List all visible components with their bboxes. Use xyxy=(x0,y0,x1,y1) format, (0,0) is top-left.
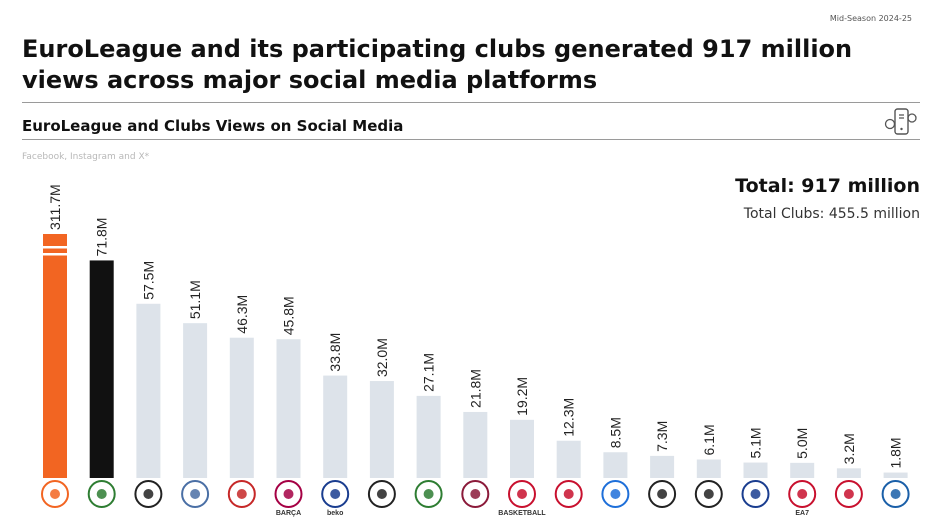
bar-1 xyxy=(89,260,114,478)
value-label-3: 51.1M xyxy=(187,280,203,319)
bar-12 xyxy=(603,452,628,478)
bar-break-stripe-1 xyxy=(43,253,67,256)
divider-bottom xyxy=(22,139,920,140)
club-logo-center-18 xyxy=(890,489,901,499)
value-label-17: 3.2M xyxy=(841,433,857,464)
value-label-6: 33.8M xyxy=(327,333,343,372)
page-title: EuroLeague and its participating clubs g… xyxy=(22,35,853,94)
bar-13 xyxy=(650,455,675,478)
value-label-1: 71.8M xyxy=(94,218,110,257)
club-logo-center-3 xyxy=(190,489,201,499)
bar-5 xyxy=(276,339,301,478)
value-label-11: 12.3M xyxy=(561,398,577,437)
bar-11 xyxy=(556,440,581,478)
value-label-16: 5.0M xyxy=(794,428,810,459)
club-logo-center-1 xyxy=(96,489,107,499)
value-label-10: 19.2M xyxy=(514,377,530,416)
value-label-18: 1.8M xyxy=(888,437,904,468)
bar-6 xyxy=(323,375,348,478)
club-logo-center-11 xyxy=(563,489,574,499)
bar-16 xyxy=(790,462,815,478)
club-logo-center-15 xyxy=(750,489,761,499)
value-label-12: 8.5M xyxy=(607,417,623,448)
bar-7 xyxy=(369,381,394,478)
club-logo-center-5 xyxy=(283,489,294,499)
club-logo-text-6: beko xyxy=(327,510,343,517)
club-logo-center-0 xyxy=(50,489,60,499)
bar-17 xyxy=(836,468,861,478)
value-label-4: 46.3M xyxy=(234,295,250,334)
social-media-icon xyxy=(884,108,917,135)
value-label-9: 21.8M xyxy=(467,369,483,408)
club-logo-center-14 xyxy=(703,489,714,499)
total-views: Total: 917 million xyxy=(735,175,920,197)
value-label-7: 32.0M xyxy=(374,338,390,377)
club-logo-center-10 xyxy=(517,489,527,499)
divider-top xyxy=(22,102,920,103)
value-label-5: 45.8M xyxy=(281,296,297,335)
value-label-8: 27.1M xyxy=(421,353,437,392)
club-logo-text-16: EA7 xyxy=(795,510,809,517)
bar-15 xyxy=(743,462,768,478)
bar-14 xyxy=(696,459,721,478)
club-logo-center-13 xyxy=(657,489,668,499)
value-label-0: 311.7M xyxy=(47,184,63,230)
chart-title: EuroLeague and Clubs Views on Social Med… xyxy=(22,117,404,135)
club-logo-center-4 xyxy=(236,489,247,499)
bar-9 xyxy=(463,411,488,478)
bar-4 xyxy=(229,337,254,478)
bar-3 xyxy=(183,323,208,478)
bar-0 xyxy=(43,234,67,478)
club-logo-center-9 xyxy=(470,489,481,499)
club-logo-center-6 xyxy=(330,489,341,499)
club-logo-text-5: BARÇA xyxy=(276,510,301,517)
club-logo-center-16 xyxy=(797,489,808,499)
bar-break-stripe-0 xyxy=(43,246,67,249)
total-clubs-views: Total Clubs: 455.5 million xyxy=(743,206,920,222)
club-logo-center-2 xyxy=(143,489,154,499)
bar-18 xyxy=(883,472,908,478)
club-logo-center-7 xyxy=(376,489,387,499)
season-label: Mid-Season 2024-25 xyxy=(829,14,912,23)
value-label-14: 6.1M xyxy=(701,424,717,455)
club-logo-text-10: BASKETBALL xyxy=(498,510,546,517)
bar-2 xyxy=(136,303,161,478)
club-logo-center-12 xyxy=(610,489,621,499)
value-label-13: 7.3M xyxy=(654,421,670,452)
club-logo-center-8 xyxy=(423,489,434,499)
bar-10 xyxy=(510,419,534,478)
source-note: Facebook, Instagram and X* xyxy=(22,152,150,162)
value-label-2: 57.5M xyxy=(140,261,156,300)
bar-8 xyxy=(416,395,441,478)
club-logo-center-17 xyxy=(843,489,854,499)
value-label-15: 5.1M xyxy=(748,427,764,458)
